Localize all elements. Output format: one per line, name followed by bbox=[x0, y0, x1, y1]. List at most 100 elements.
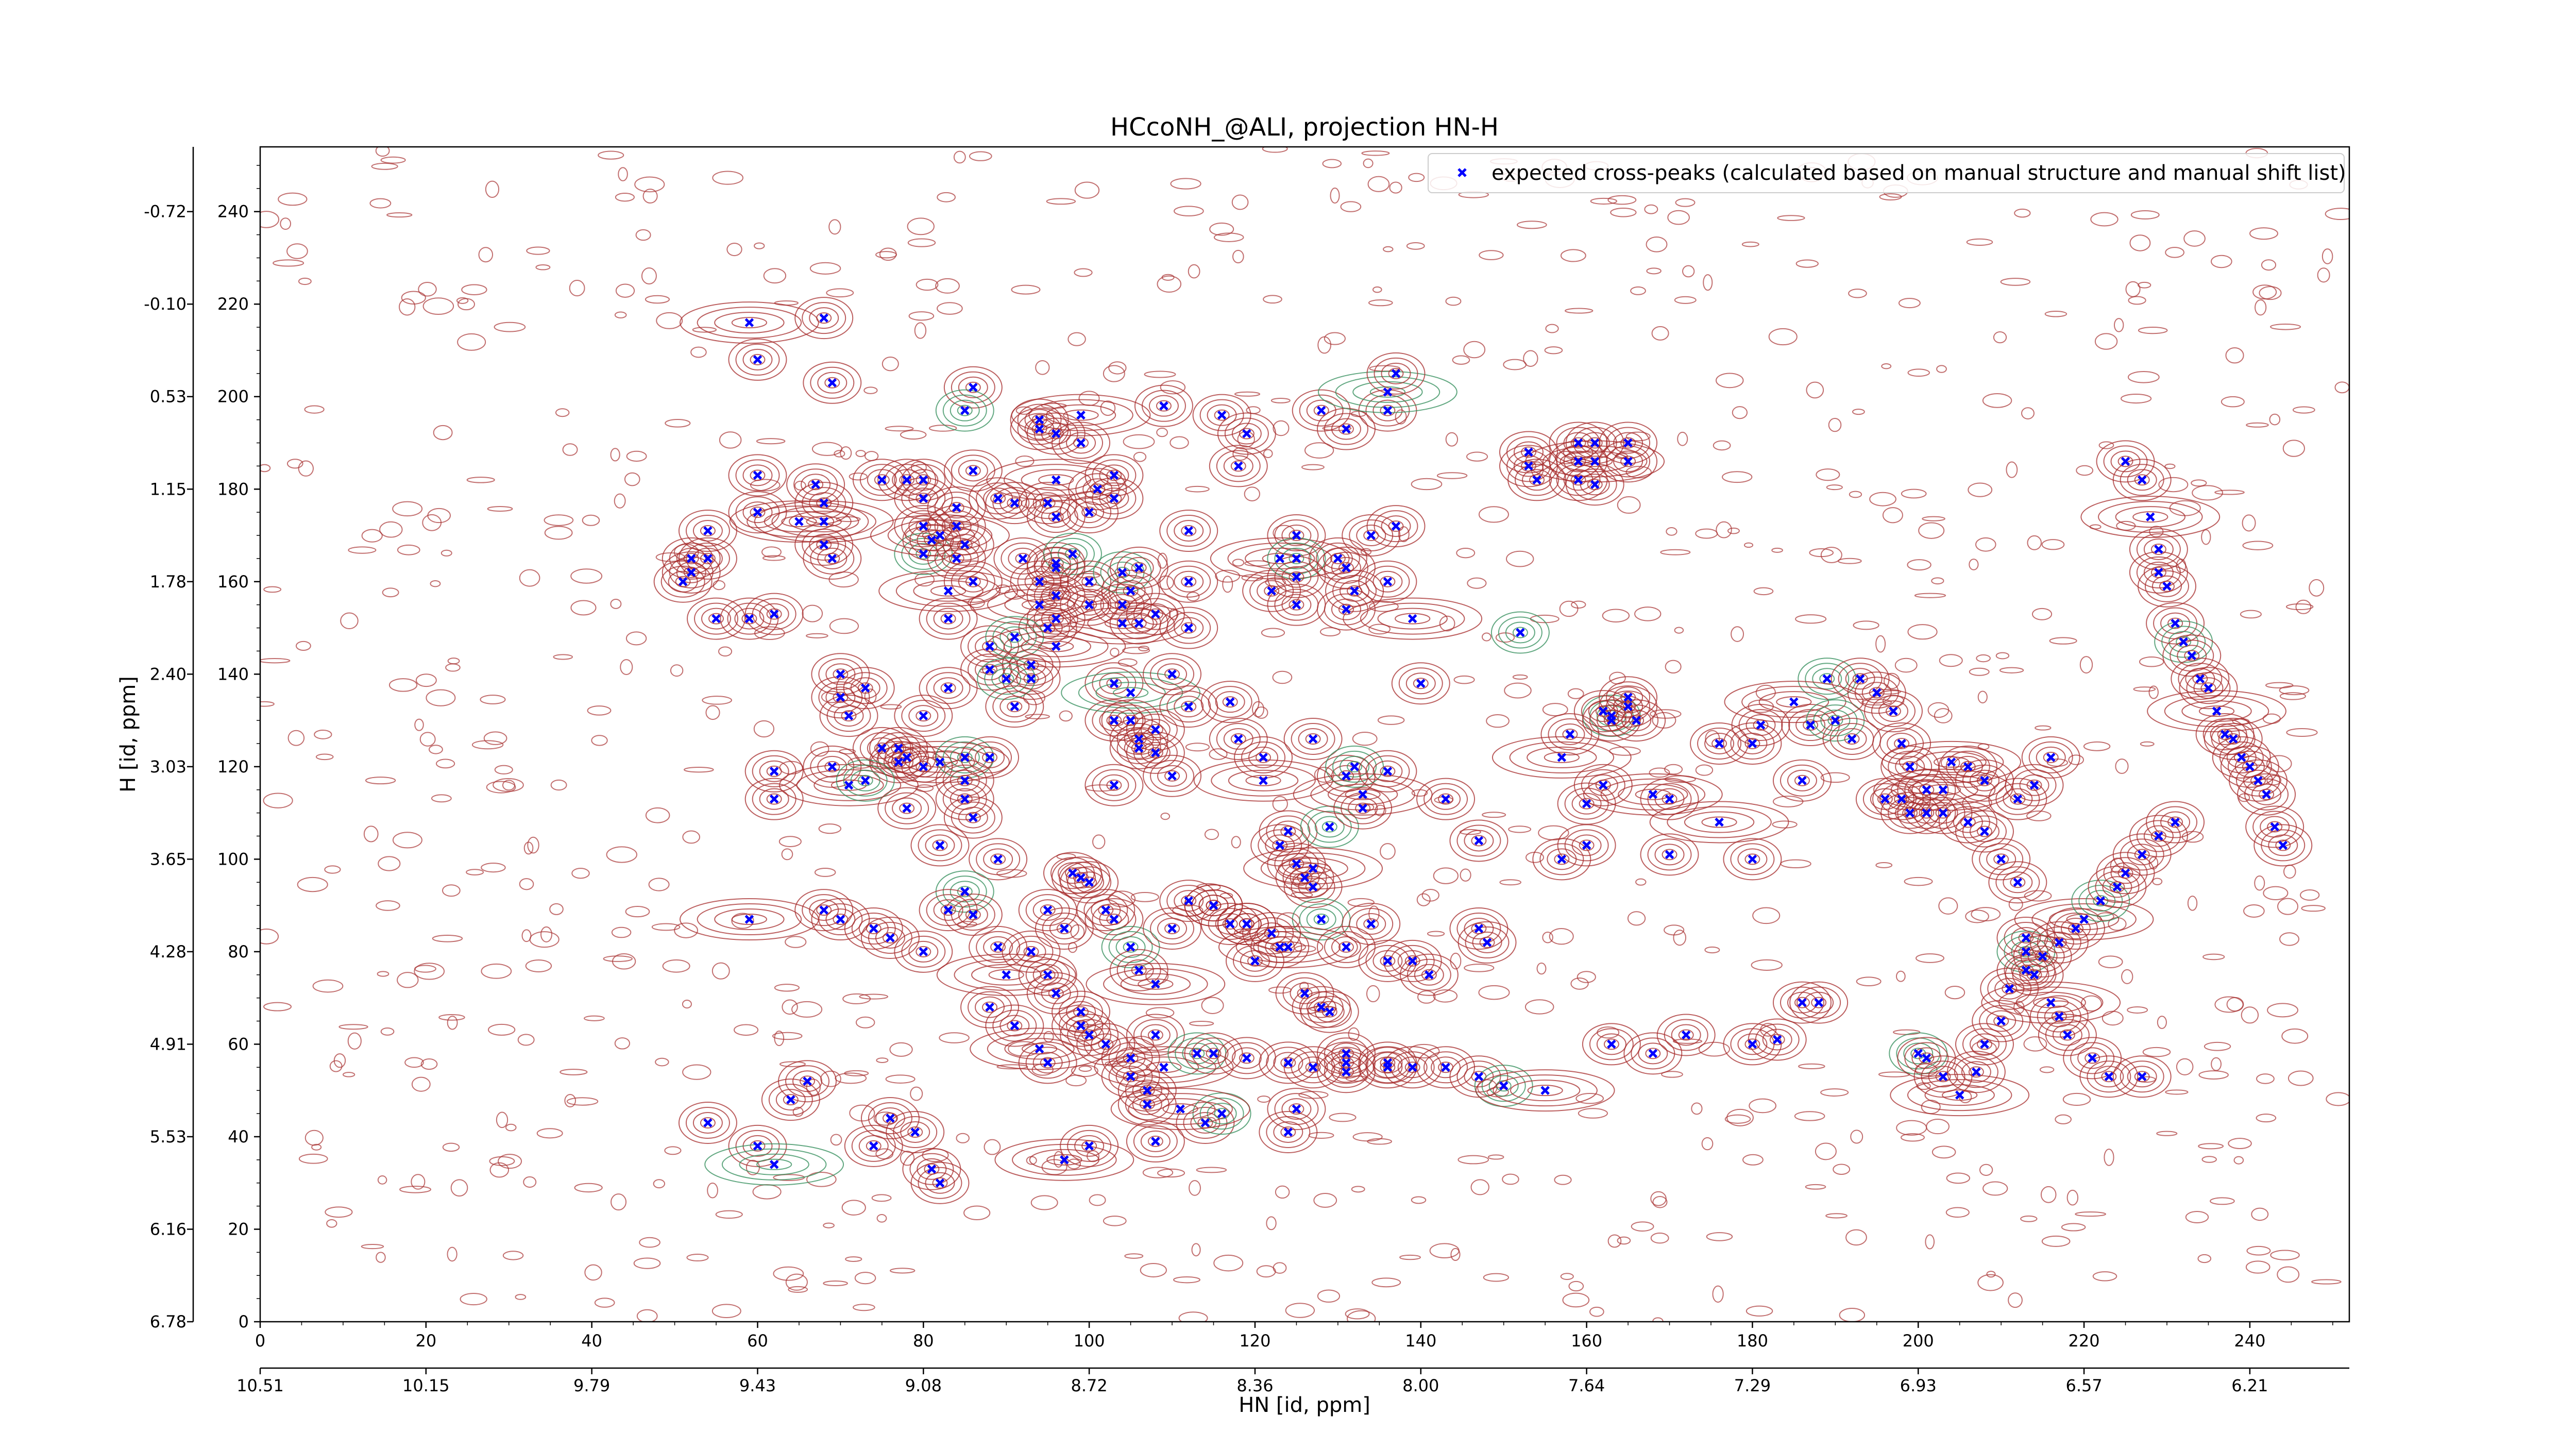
peak-contour bbox=[1613, 450, 1643, 473]
peak-contour bbox=[1068, 468, 1127, 511]
peak-marker bbox=[1922, 785, 1931, 795]
peak-marker bbox=[1980, 776, 1989, 785]
peak-contour bbox=[1935, 1071, 1951, 1083]
peak-contour bbox=[934, 492, 979, 524]
noise-contour bbox=[1456, 547, 1476, 559]
peak-contour bbox=[1845, 668, 1875, 690]
peak-contour bbox=[958, 376, 988, 398]
noise-contour bbox=[1209, 748, 1228, 760]
peak-contour bbox=[1314, 1001, 1345, 1023]
peak-contour bbox=[1181, 701, 1197, 713]
peak-contour bbox=[1231, 913, 1262, 935]
noise-contour bbox=[1820, 1088, 1849, 1097]
noise-contour bbox=[363, 825, 379, 843]
noise-contour bbox=[1805, 1184, 1826, 1190]
peak-contour bbox=[1953, 811, 1983, 833]
noise-contour bbox=[1483, 1273, 1510, 1282]
noise-contour bbox=[376, 1252, 386, 1263]
peak-contour bbox=[1280, 825, 1296, 837]
peak-contour bbox=[1132, 1080, 1162, 1102]
noise-contour bbox=[996, 1064, 1028, 1070]
peak-contour bbox=[678, 537, 737, 580]
noise-contour bbox=[1602, 609, 1630, 622]
peak-contour bbox=[2136, 533, 2181, 565]
noise-contour bbox=[280, 217, 292, 230]
noise-contour bbox=[2014, 208, 2031, 218]
peak-contour bbox=[728, 338, 787, 381]
peak-contour bbox=[744, 778, 804, 820]
peak-contour bbox=[1081, 599, 1097, 611]
peak-contour bbox=[2038, 1014, 2097, 1056]
peak-marker bbox=[1159, 401, 1168, 411]
legend-marker-x bbox=[1458, 168, 1467, 177]
peak-contour bbox=[2210, 723, 2240, 745]
peak-contour bbox=[1278, 857, 1348, 880]
peak-contour bbox=[1106, 715, 1122, 727]
noise-contour bbox=[636, 1309, 658, 1322]
peak-marker bbox=[1292, 531, 1301, 540]
noise-contour bbox=[1882, 507, 1903, 524]
noise-contour bbox=[1174, 206, 1204, 216]
noise-contour bbox=[682, 1000, 692, 1009]
peak-contour bbox=[948, 502, 964, 514]
noise-contour bbox=[260, 928, 279, 945]
noise-contour bbox=[340, 612, 359, 630]
legend-entry-label: expected cross-peaks (calculated based o… bbox=[1492, 161, 2346, 185]
peak-contour bbox=[1587, 479, 1603, 491]
peak-contour bbox=[1110, 1088, 1250, 1131]
noise-contour bbox=[1361, 150, 1390, 156]
noise-contour bbox=[2259, 286, 2282, 300]
noise-contour bbox=[348, 546, 377, 554]
peak-marker bbox=[1665, 850, 1674, 860]
peak-contour bbox=[1423, 1051, 1468, 1084]
peak-marker bbox=[1010, 632, 1020, 642]
noise-contour bbox=[2075, 1211, 2107, 1217]
peak-contour bbox=[1570, 456, 1586, 467]
peak-marker bbox=[1010, 1021, 1020, 1031]
peak-marker bbox=[2137, 1072, 2147, 1082]
peak-contour bbox=[1140, 1130, 1171, 1152]
peak-contour bbox=[958, 460, 988, 482]
peak-marker bbox=[1938, 785, 1948, 795]
peak-contour bbox=[1390, 1051, 1435, 1084]
peak-contour bbox=[1794, 774, 1810, 786]
noise-contour bbox=[1625, 431, 1651, 442]
noise-contour bbox=[1363, 158, 1374, 169]
peak-marker bbox=[943, 586, 953, 596]
noise-contour bbox=[2256, 1114, 2277, 1123]
peak-marker bbox=[1076, 1021, 1086, 1031]
peak-contour bbox=[1532, 838, 1591, 881]
noise-contour bbox=[432, 935, 463, 942]
noise-contour bbox=[582, 514, 600, 526]
noise-contour bbox=[1035, 360, 1050, 375]
noise-contour bbox=[430, 580, 441, 587]
noise-contour bbox=[1266, 1216, 1277, 1231]
noise-contour bbox=[682, 1064, 711, 1080]
noise-contour bbox=[1268, 986, 1292, 994]
peak-marker bbox=[1134, 744, 1144, 753]
noise-contour bbox=[1368, 624, 1391, 635]
peak-marker bbox=[1126, 716, 1136, 725]
noise-contour bbox=[809, 262, 841, 275]
noise-contour bbox=[625, 905, 650, 918]
noise-contour bbox=[1178, 1311, 1208, 1322]
noise-contour bbox=[1408, 1043, 1440, 1058]
peak-contour bbox=[1260, 852, 1366, 885]
noise-contour bbox=[2214, 996, 2244, 1013]
peak-contour bbox=[824, 761, 840, 772]
peak-contour bbox=[869, 727, 928, 769]
x-ppm-tick-label: 9.08 bbox=[905, 1376, 942, 1395]
peak-marker bbox=[1043, 498, 1053, 508]
peak-contour bbox=[1358, 560, 1417, 603]
peak-marker bbox=[2204, 683, 2213, 693]
peak-contour bbox=[1060, 491, 1119, 534]
peak-marker bbox=[769, 767, 779, 776]
peak-marker bbox=[836, 669, 845, 679]
peak-marker bbox=[1938, 808, 1948, 818]
peak-marker bbox=[1151, 979, 1160, 989]
peak-contour bbox=[982, 1001, 998, 1013]
peak-contour bbox=[1380, 955, 1396, 967]
noise-contour bbox=[788, 1286, 808, 1293]
peak-contour bbox=[1073, 1006, 1089, 1018]
peak-contour bbox=[806, 516, 842, 528]
